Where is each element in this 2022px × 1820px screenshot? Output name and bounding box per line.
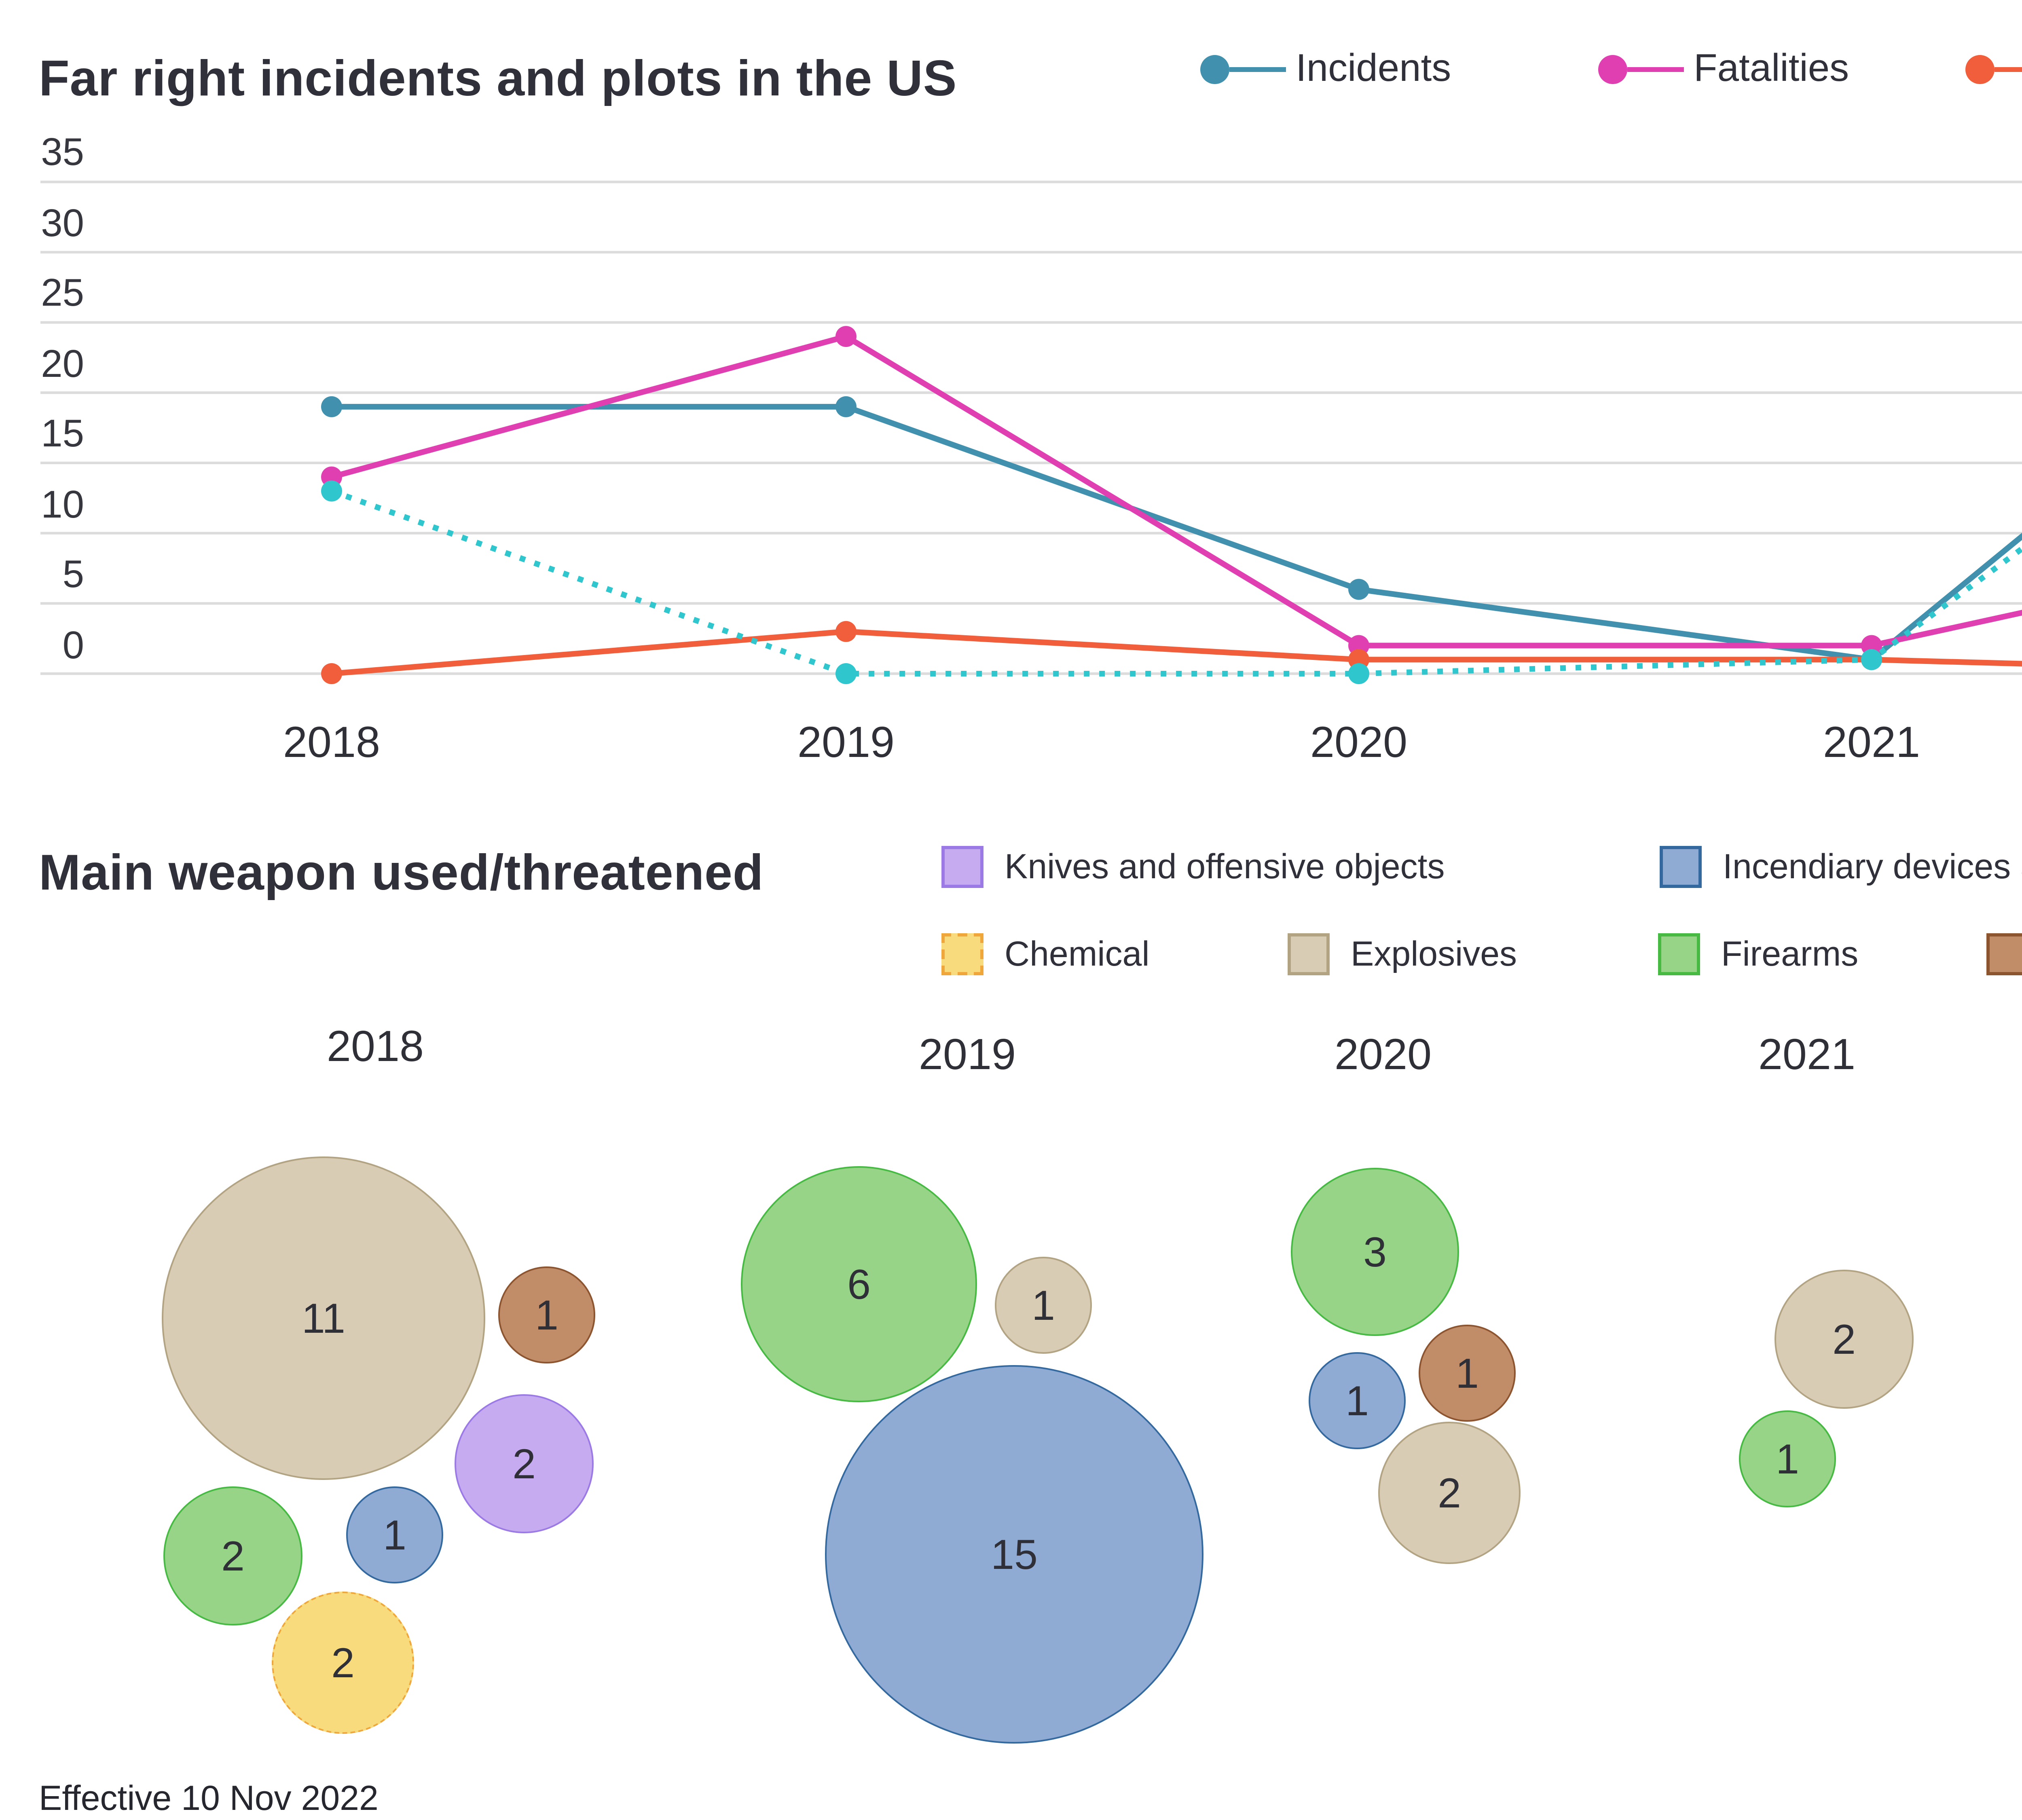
bubble-2021-explosives: 2: [1775, 1270, 1914, 1409]
bubble-value-label: 15: [991, 1529, 1038, 1578]
weapon-legend-item-firearms: Firearms: [1658, 932, 1858, 977]
bubble-value-label: 2: [331, 1638, 355, 1686]
bubble-2018-explosives: 11: [162, 1156, 485, 1480]
weapon-legend-item-vehicle: Vehicle: [1986, 932, 2022, 977]
bubble-value-label: 2: [221, 1531, 245, 1579]
series-point-incidents-2020: [1348, 579, 1369, 600]
x-axis-label-2018: 2018: [283, 718, 381, 767]
bubble-2018-incendiary-devices-and-fire-bombs: 1: [346, 1486, 443, 1583]
bubble-value-label: 11: [302, 1293, 345, 1342]
bubble-2021-firearms: 1: [1739, 1410, 1836, 1507]
line-chart-plot-area: [40, 180, 2022, 684]
legend-label: Incidents: [1296, 47, 1451, 91]
bubble-2018-chemical: 2: [272, 1592, 414, 1734]
legend-item-incidents: Incidents: [1199, 47, 1451, 91]
bubble-value-label: 2: [1832, 1314, 1856, 1363]
weapon-legend-item-chemical: Chemical: [941, 932, 1150, 977]
weapon-legend-swatch-icon: [1660, 846, 1702, 888]
series-point-hoax-incidents-2019: [835, 663, 857, 684]
y-tick-label-20: 20: [41, 342, 84, 387]
bubble-year-label-2020: 2020: [1334, 1030, 1432, 1079]
bubble-2020-vehicle: 1: [1419, 1325, 1516, 1422]
bubble-year-label-2021: 2021: [1758, 1030, 1856, 1079]
legend-marker-icon: [1200, 55, 1286, 84]
legend-item-plots: Plots: [1964, 49, 2022, 91]
bubble-value-label: 1: [535, 1290, 558, 1338]
legend-marker-icon: [1965, 55, 2022, 84]
weapon-legend-swatch-icon: [941, 933, 984, 975]
weapon-legend-label: Firearms: [1721, 934, 1859, 973]
legend-item-fatalities: Fatalities: [1597, 47, 1849, 91]
y-tick-label-15: 15: [41, 412, 84, 457]
series-line-fatalities: [331, 333, 2022, 649]
weapon-legend-swatch-icon: [941, 846, 984, 888]
weapon-legend-label: Explosives: [1351, 934, 1517, 973]
series-point-fatalities-2019: [835, 326, 857, 347]
weapon-legend-label: Incendiary devices and fire bombs: [1723, 847, 2022, 886]
bubble-2020-firearms: 3: [1291, 1168, 1459, 1336]
bubble-value-label: 1: [1455, 1348, 1479, 1397]
series-line-hoax-incidents: [330, 488, 2022, 676]
legend-dot: [1200, 55, 1229, 84]
bubble-2020-explosives: 2: [1378, 1422, 1521, 1564]
bubble-year-label-2018: 2018: [326, 1022, 424, 1071]
bubble-value-label: 2: [512, 1439, 536, 1487]
bubble-value-label: 1: [383, 1510, 406, 1558]
series-line-incidents: [332, 404, 2022, 663]
x-axis-label-2021: 2021: [1823, 718, 1920, 767]
bubble-value-label: 3: [1363, 1227, 1387, 1275]
series-point-incidents-2018: [321, 396, 342, 417]
y-tick-label-5: 5: [62, 553, 84, 597]
x-axis-label-2020: 2020: [1310, 718, 1408, 767]
bubble-2019-firearms: 6: [741, 1166, 977, 1402]
bubble-2018-vehicle: 1: [498, 1266, 595, 1363]
bubble-value-label: 1: [1776, 1434, 1799, 1482]
x-axis-label-2019: 2019: [797, 718, 895, 767]
bubble-year-label-2019: 2019: [918, 1030, 1016, 1079]
y-tick-label-35: 35: [41, 131, 84, 175]
weapon-legend-item-explosives: Explosives: [1288, 932, 1517, 977]
legend-marker-icon: [1598, 55, 1684, 84]
line-chart-title: Far right incidents and plots in the US: [39, 50, 957, 107]
weapon-legend-item-incendiary-devices-and-fire-bombs: Incendiary devices and fire bombs: [1660, 844, 2022, 890]
series-point-hoax-incidents-2018: [321, 480, 342, 502]
series-line-plots: [331, 628, 2022, 676]
bubble-value-label: 1: [1345, 1376, 1369, 1424]
series-point-hoax-incidents-2020: [1348, 663, 1369, 684]
y-tick-label-10: 10: [41, 483, 84, 527]
series-point-plots-2019: [835, 621, 857, 642]
series-point-incidents-2019: [835, 396, 857, 417]
weapon-legend-label: Chemical: [1005, 934, 1150, 973]
legend-dot: [1965, 55, 1995, 84]
weapon-legend-swatch-icon: [1658, 933, 1700, 975]
bubble-2018-firearms: 2: [163, 1486, 302, 1626]
legend-dot: [1598, 55, 1627, 84]
weapon-legend-item-knives-and-offensive-objects: Knives and offensive objects: [941, 844, 1445, 890]
y-tick-label-0: 0: [62, 624, 84, 667]
legend-label: Fatalities: [1694, 47, 1849, 91]
bubble-value-label: 2: [1438, 1468, 1461, 1516]
y-tick-label-30: 30: [41, 202, 84, 246]
bubble-2020-incendiary-devices-and-fire-bombs: 1: [1309, 1352, 1406, 1449]
series-point-hoax-incidents-2021: [1861, 649, 1882, 670]
weapon-legend-swatch-icon: [1986, 933, 2022, 975]
bubble-2019-explosives: 1: [995, 1257, 1092, 1354]
bubble-value-label: 1: [1032, 1280, 1055, 1329]
bubble-2019-incendiary-devices-and-fire-bombs: 15: [825, 1365, 1203, 1744]
weapon-legend-label: Knives and offensive objects: [1005, 847, 1445, 886]
bubble-chart-title: Main weapon used/threatened: [39, 844, 764, 901]
footer-effective-date: Effective 10 Nov 2022: [39, 1779, 379, 1818]
weapon-legend-swatch-icon: [1288, 933, 1330, 975]
bubble-value-label: 6: [847, 1259, 871, 1308]
bubble-2018-knives-and-offensive-objects: 2: [455, 1394, 594, 1533]
series-point-plots-2018: [321, 663, 342, 684]
y-tick-label-25: 25: [41, 272, 84, 316]
